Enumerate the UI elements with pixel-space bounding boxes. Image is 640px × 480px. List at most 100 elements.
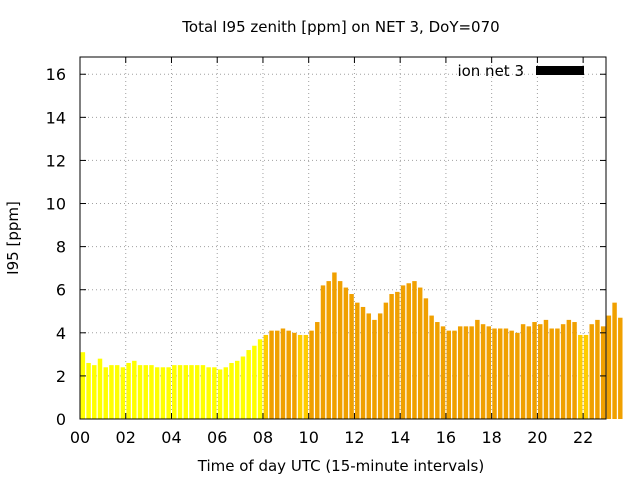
y-tick-label: 4: [56, 324, 66, 343]
bar: [263, 334, 269, 419]
x-tick-label: 02: [116, 428, 136, 447]
bar: [149, 365, 154, 419]
y-axis-ticks: 0 2 4 6 8 10 12 14 16: [46, 65, 606, 429]
bar: [269, 330, 274, 419]
x-tick-label: 20: [527, 428, 547, 447]
bar: [229, 362, 234, 419]
y-tick-label: 2: [56, 367, 66, 386]
y-tick-label: 12: [46, 151, 66, 170]
bar: [194, 365, 200, 419]
bar: [280, 328, 286, 419]
bar: [92, 365, 97, 419]
bar: [309, 330, 314, 419]
bar: [503, 328, 509, 419]
bar: [452, 330, 457, 419]
x-tick-label: 00: [70, 428, 90, 447]
bar: [286, 330, 291, 419]
y-tick-label: 8: [56, 238, 66, 257]
bar: [154, 367, 160, 419]
bar: [589, 324, 594, 419]
bar: [143, 365, 148, 419]
x-tick-label: 22: [573, 428, 593, 447]
bar: [492, 328, 497, 419]
bar: [612, 302, 617, 419]
bar: [109, 365, 114, 419]
bar: [395, 291, 400, 419]
bar: [480, 324, 486, 419]
bar: [137, 365, 143, 419]
bar: [555, 328, 560, 419]
bar: [86, 362, 91, 419]
y-tick-label: 16: [46, 65, 66, 84]
bar: [114, 365, 120, 419]
bar: [80, 352, 86, 419]
bar: [337, 281, 343, 419]
bar: [103, 367, 108, 419]
bar: [515, 332, 520, 419]
bar: [223, 367, 229, 419]
bar: [97, 358, 103, 419]
bar: [566, 319, 572, 419]
plot-frame: [79, 56, 607, 420]
bar: [372, 319, 377, 419]
bar: [389, 294, 394, 419]
bar: [320, 285, 326, 419]
bar: [349, 294, 354, 419]
bar: [435, 322, 440, 419]
bar: [583, 334, 589, 419]
bar: [469, 326, 474, 419]
bar: [578, 334, 583, 419]
bar: [160, 367, 166, 419]
bar: [486, 326, 492, 419]
bar: [355, 302, 360, 419]
bar: [406, 283, 411, 419]
x-axis-ticks: 00 02 04 06 08 10 12 14 16 18 20 22: [70, 57, 593, 447]
bar: [446, 330, 452, 419]
bar: [360, 306, 366, 419]
bar: [217, 369, 223, 419]
x-tick-label: 06: [207, 428, 227, 447]
bar: [600, 326, 606, 419]
legend-swatch: [536, 66, 584, 75]
x-tick-label: 08: [253, 428, 273, 447]
x-tick-label: 10: [299, 428, 319, 447]
bar: [315, 322, 320, 419]
bar: [463, 326, 469, 419]
bar: [252, 345, 257, 419]
bar: [383, 302, 389, 419]
bar: [509, 330, 514, 419]
bar: [400, 285, 406, 419]
legend: ion net 3: [457, 62, 584, 80]
bar: [543, 319, 549, 419]
bar: [595, 319, 600, 419]
bar: [618, 317, 623, 419]
bar: [526, 326, 532, 419]
x-tick-label: 18: [481, 428, 501, 447]
bar: [240, 356, 246, 419]
grid-lines: [80, 57, 606, 419]
bar: [132, 360, 137, 419]
y-tick-label: 6: [56, 281, 66, 300]
bar: [497, 328, 503, 419]
y-tick-label: 0: [56, 410, 66, 429]
bar: [520, 324, 526, 419]
bar: [560, 324, 566, 419]
bar: [166, 367, 171, 419]
bar: [377, 313, 383, 419]
x-tick-label: 12: [344, 428, 364, 447]
bar: [606, 315, 612, 419]
bar: [572, 322, 577, 419]
bar: [457, 326, 463, 419]
bar: [538, 324, 543, 419]
bar: [332, 272, 337, 419]
chart-title: Total I95 zenith [ppm] on NET 3, DoY=070: [181, 18, 499, 36]
bar: [206, 367, 211, 419]
bar: [440, 326, 446, 419]
bar: [412, 281, 417, 419]
x-tick-label: 04: [161, 428, 181, 447]
y-tick-label: 10: [46, 195, 66, 214]
bar: [126, 362, 131, 419]
bar: [423, 298, 429, 419]
bar: [417, 287, 423, 419]
bar: [297, 334, 303, 419]
